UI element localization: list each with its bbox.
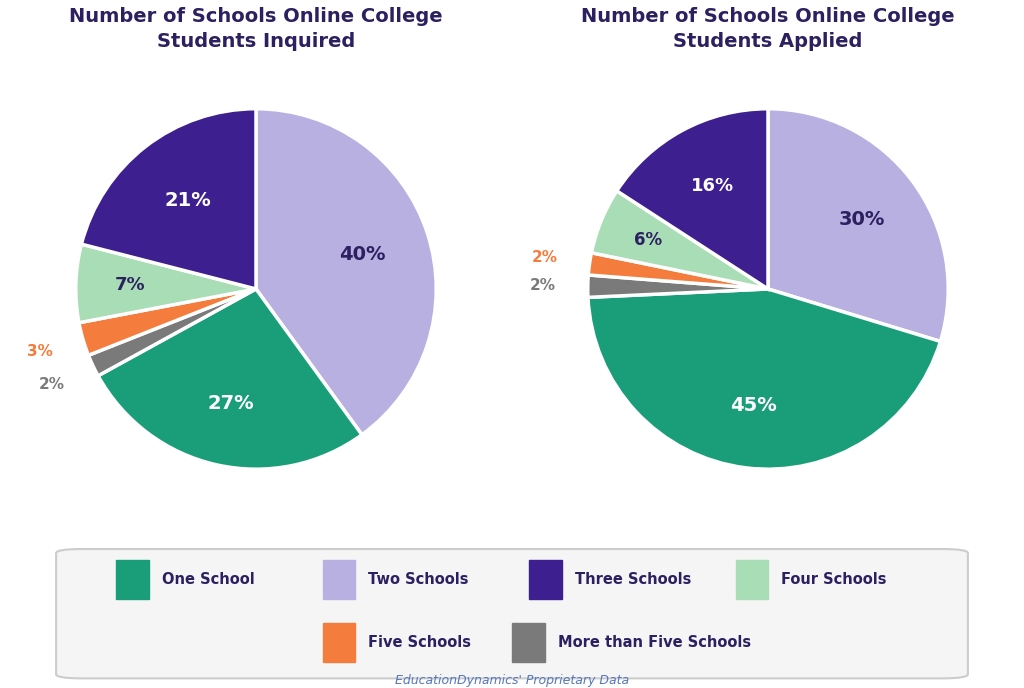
- Title: Number of Schools Online College
Students Applied: Number of Schools Online College Student…: [582, 7, 954, 51]
- FancyBboxPatch shape: [56, 549, 968, 678]
- Bar: [323, 623, 355, 662]
- Text: Three Schools: Three Schools: [574, 572, 691, 587]
- Bar: [735, 560, 768, 599]
- Wedge shape: [88, 289, 256, 376]
- Bar: [529, 560, 562, 599]
- Bar: [323, 560, 355, 599]
- Wedge shape: [589, 252, 768, 289]
- Wedge shape: [98, 289, 361, 469]
- Wedge shape: [82, 109, 256, 289]
- Text: One School: One School: [162, 572, 255, 587]
- Bar: [117, 560, 150, 599]
- Title: Number of Schools Online College
Students Inquired: Number of Schools Online College Student…: [70, 7, 442, 51]
- Text: 30%: 30%: [839, 210, 886, 228]
- Text: EducationDynamics' Proprietary Data: EducationDynamics' Proprietary Data: [395, 674, 629, 687]
- Text: 40%: 40%: [339, 245, 385, 264]
- Wedge shape: [768, 109, 948, 341]
- Text: Four Schools: Four Schools: [781, 572, 887, 587]
- Text: 7%: 7%: [115, 276, 145, 294]
- Wedge shape: [79, 289, 256, 355]
- Text: 3%: 3%: [27, 344, 52, 359]
- Text: 16%: 16%: [690, 177, 733, 195]
- Text: More than Five Schools: More than Five Schools: [558, 635, 751, 650]
- Text: 6%: 6%: [634, 230, 662, 249]
- Wedge shape: [588, 289, 940, 469]
- Text: 2%: 2%: [39, 378, 66, 392]
- Wedge shape: [616, 109, 768, 289]
- Text: Five Schools: Five Schools: [369, 635, 471, 650]
- Text: 2%: 2%: [529, 278, 556, 293]
- Text: 45%: 45%: [730, 396, 777, 415]
- Text: 2%: 2%: [531, 250, 558, 265]
- Wedge shape: [76, 244, 256, 323]
- Text: Two Schools: Two Schools: [369, 572, 469, 587]
- Wedge shape: [256, 109, 436, 435]
- Wedge shape: [592, 191, 768, 289]
- Text: 27%: 27%: [207, 394, 254, 413]
- Wedge shape: [588, 275, 768, 297]
- Bar: [512, 623, 545, 662]
- Text: 21%: 21%: [164, 191, 211, 210]
